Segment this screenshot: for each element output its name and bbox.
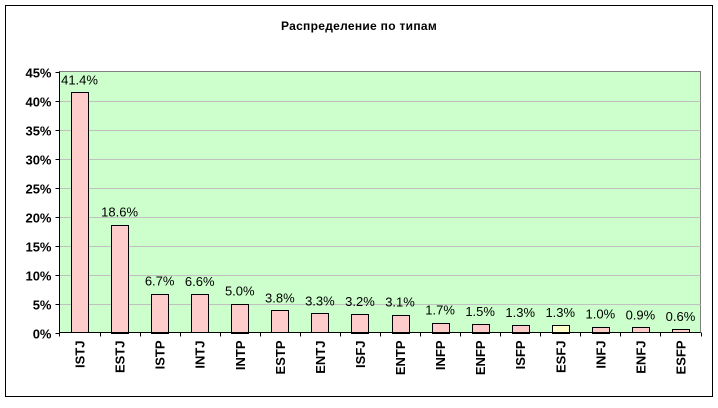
data-label-isfp: 1.3% (505, 305, 535, 320)
x-tick-label: ISTP (153, 340, 168, 369)
bar-entp (392, 315, 410, 334)
plot-area (59, 71, 701, 333)
data-label-isfj: 3.2% (345, 294, 375, 309)
bar-intp (231, 304, 249, 334)
y-tick-label: 0% (33, 327, 52, 342)
bar-estj (111, 225, 129, 334)
bar-istj (71, 92, 89, 333)
data-label-enfp: 1.5% (465, 304, 495, 319)
x-tick-label: INFJ (593, 341, 608, 369)
x-tick-label: ISTJ (73, 341, 88, 368)
bar-istp (151, 294, 169, 334)
data-label-estj: 18.6% (101, 205, 138, 220)
y-tick-label: 40% (25, 95, 51, 110)
data-labels: 41.4% 18.6% 6.7% 6.6% 5.0% 3.8% 3.3% 3.2% 3.1% 1.… (61, 72, 696, 324)
data-label-entp: 3.1% (385, 295, 415, 310)
x-tick-label: ISFJ (353, 341, 368, 368)
data-label-istp: 6.7% (145, 274, 175, 289)
x-tick-label: ESFJ (553, 341, 568, 374)
y-tick-label: 35% (25, 124, 51, 139)
x-tick-label: ENFJ (633, 341, 648, 374)
data-label-esfj: 1.3% (545, 305, 575, 320)
y-tick-label: 15% (25, 240, 51, 255)
data-label-entj: 3.3% (305, 293, 335, 308)
x-tick-label: INFP (433, 340, 448, 370)
axes: 0% 5% 10% 15% 20% 25% 30% 35% 40% 45% ISTJ ESTJ ISTP… (25, 66, 702, 375)
data-label-istj: 41.4% (61, 72, 98, 87)
data-label-intp: 5.0% (225, 284, 255, 299)
x-tick-label: ESFP (673, 340, 688, 374)
x-tick-label: INTJ (193, 341, 208, 369)
y-tick-label: 20% (25, 211, 51, 226)
bar-infp (432, 323, 450, 334)
bar-infj (592, 327, 610, 334)
x-tick-label: ENTP (393, 340, 408, 375)
data-label-enfj: 0.9% (626, 307, 656, 322)
x-tick-label: ENTJ (313, 341, 328, 374)
data-label-infp: 1.7% (425, 303, 455, 318)
y-tick-label: 10% (25, 269, 51, 284)
y-tick-label: 5% (33, 298, 52, 313)
y-tick-label: 45% (25, 66, 51, 81)
data-label-esfp: 0.6% (666, 309, 696, 324)
x-tick-label: INTP (233, 340, 248, 370)
x-tick-label: ISFP (513, 340, 528, 369)
data-label-intj: 6.6% (185, 274, 215, 289)
chart-title: Распределение по типам (281, 19, 437, 33)
bars (71, 92, 690, 334)
bar-enfp (472, 324, 490, 334)
bar-isfp (512, 325, 530, 334)
y-tick-label: 25% (25, 182, 51, 197)
bar-isfj (351, 314, 369, 334)
bar-enfj (632, 327, 650, 333)
bar-entj (311, 313, 329, 333)
data-label-estp: 3.8% (265, 290, 295, 305)
x-tick-label: ESTJ (113, 341, 128, 374)
x-tick-label: ESTP (273, 340, 288, 374)
bar-esfj (552, 325, 570, 334)
x-tick-label: ENFP (473, 340, 488, 375)
data-label-infj: 1.0% (586, 307, 616, 322)
y-tick-label: 30% (25, 153, 51, 168)
bar-intj (191, 294, 209, 333)
bar-estp (271, 310, 289, 333)
